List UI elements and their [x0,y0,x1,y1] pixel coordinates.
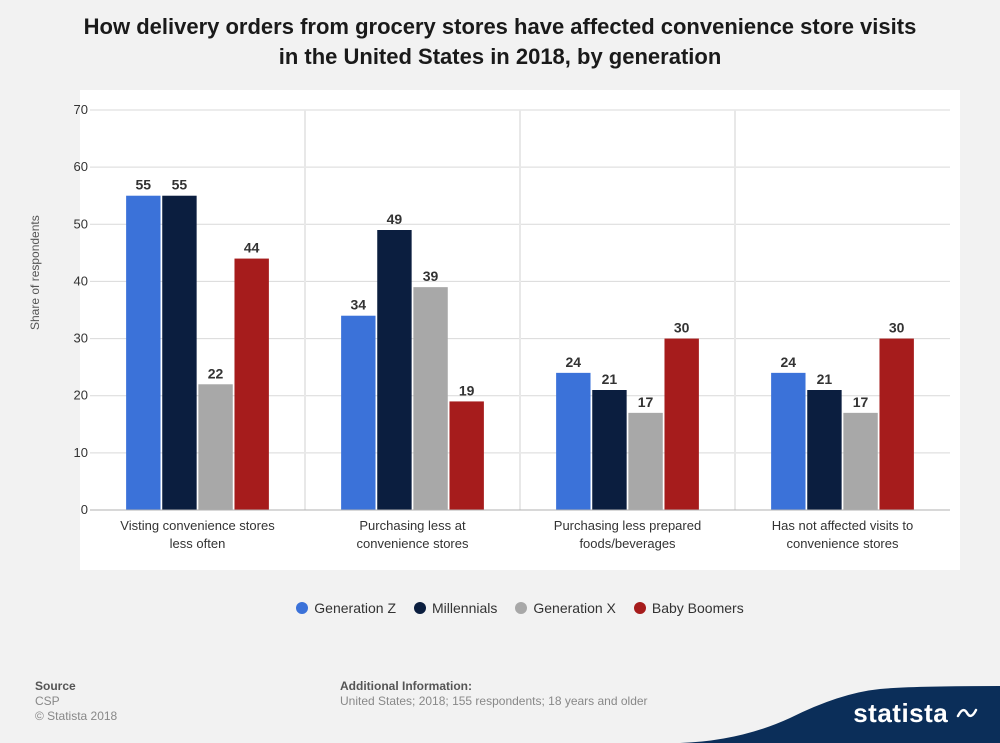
logo-text: statista [853,698,948,728]
page: How delivery orders from grocery stores … [0,0,1000,743]
bar [234,259,268,510]
title-line2: in the United States in 2018, by generat… [279,44,722,69]
svg-text:24: 24 [781,354,797,370]
statista-logo: statista [853,698,978,729]
bar [413,287,447,510]
svg-text:convenience stores: convenience stores [786,536,899,551]
svg-text:Purchasing less at: Purchasing less at [359,518,466,533]
additional-value: United States; 2018; 155 respondents; 18… [340,694,648,708]
bar [449,401,483,510]
svg-text:55: 55 [136,177,152,193]
additional-label: Additional Information: [340,679,472,693]
svg-text:17: 17 [638,394,654,410]
source-value: CSP [35,694,60,708]
bar [771,373,805,510]
svg-text:17: 17 [853,394,869,410]
svg-text:21: 21 [817,371,833,387]
footer: Source CSP © Statista 2018 Additional In… [0,653,1000,743]
bar [628,413,662,510]
svg-text:60: 60 [74,159,88,174]
bar-chart: 01020304050607055552244Visting convenien… [80,90,960,570]
svg-text:10: 10 [74,445,88,460]
bar [126,196,160,510]
svg-text:55: 55 [172,177,188,193]
source-label: Source [35,679,76,693]
bar [843,413,877,510]
svg-text:Visting convenience stores: Visting convenience stores [120,518,275,533]
svg-text:70: 70 [74,102,88,117]
legend-dot [296,602,308,614]
svg-text:0: 0 [81,502,88,517]
svg-text:34: 34 [351,297,367,313]
svg-text:foods/beverages: foods/beverages [579,536,676,551]
svg-text:21: 21 [602,371,618,387]
legend-label: Millennials [432,600,497,616]
chart-title: How delivery orders from grocery stores … [0,12,1000,71]
svg-text:22: 22 [208,365,224,381]
svg-text:50: 50 [74,216,88,231]
legend-dot [634,602,646,614]
svg-text:40: 40 [74,273,88,288]
svg-text:44: 44 [244,240,260,256]
legend-label: Generation X [533,600,616,616]
svg-text:30: 30 [74,331,88,346]
svg-text:30: 30 [889,320,905,336]
legend-dot [515,602,527,614]
bar [807,390,841,510]
legend-label: Baby Boomers [652,600,744,616]
svg-text:24: 24 [566,354,582,370]
bar [664,339,698,510]
bar [198,384,232,510]
svg-text:20: 20 [74,388,88,403]
svg-text:19: 19 [459,382,475,398]
svg-text:30: 30 [674,320,690,336]
bar [341,316,375,510]
svg-text:39: 39 [423,268,439,284]
bar [556,373,590,510]
svg-text:less often: less often [170,536,226,551]
copyright: © Statista 2018 [35,709,117,723]
bar [162,196,196,510]
legend-label: Generation Z [314,600,396,616]
legend-dot [414,602,426,614]
statista-wave-icon [956,702,978,724]
y-axis-label: Share of respondents [28,215,42,330]
svg-text:Has not affected visits to: Has not affected visits to [772,518,913,533]
legend: Generation Z Millennials Generation X Baby … [80,600,960,616]
svg-text:49: 49 [387,211,403,227]
bar [377,230,411,510]
title-line1: How delivery orders from grocery stores … [84,14,917,39]
svg-text:convenience stores: convenience stores [356,536,469,551]
svg-text:Purchasing less prepared: Purchasing less prepared [554,518,701,533]
bar [592,390,626,510]
bar [879,339,913,510]
